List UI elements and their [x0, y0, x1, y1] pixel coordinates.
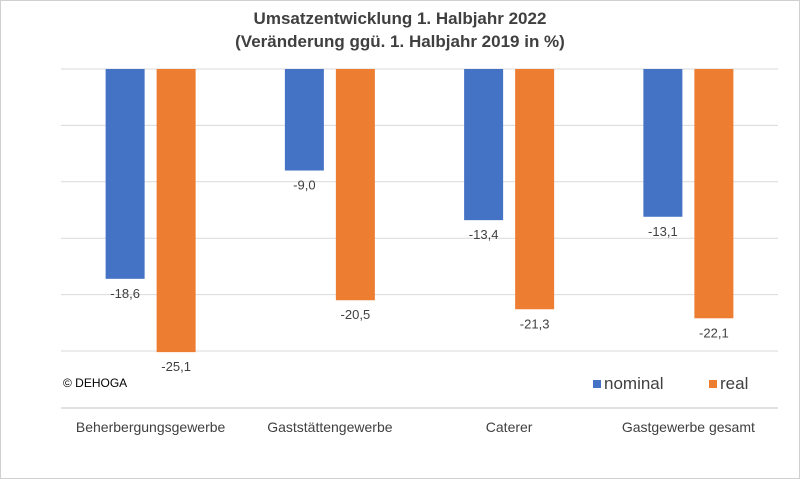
bar-real [335, 69, 375, 301]
data-label-real: -21,3 [520, 316, 550, 331]
category-label: Beherbergungsgewerbe [76, 419, 226, 435]
data-label-nominal: -9,0 [293, 178, 315, 193]
chart-subtitle: (Veränderung ggü. 1. Halbjahr 2019 in %) [235, 32, 565, 51]
legend-real: real [709, 374, 748, 394]
bar-nominal [284, 69, 324, 171]
bar-real [515, 69, 555, 310]
bar-real [156, 69, 196, 353]
data-label-nominal: -13,1 [648, 224, 678, 239]
legend-label-real: real [720, 374, 749, 393]
legend-nominal: nominal [593, 374, 664, 394]
data-label-nominal: -18,6 [110, 286, 140, 301]
data-label-real: -25,1 [161, 359, 191, 374]
category-label: Gaststättengewerbe [267, 419, 393, 435]
category-label: Caterer [486, 419, 533, 435]
bar-nominal [105, 69, 145, 279]
source-label: © DEHOGA [63, 376, 128, 390]
bar-nominal [643, 69, 683, 217]
bar-nominal [464, 69, 504, 221]
legend-swatch-real [709, 380, 717, 388]
category-label: Gastgewerbe gesamt [622, 419, 755, 435]
data-label-nominal: -13,4 [469, 227, 499, 242]
data-label-real: -20,5 [341, 307, 371, 322]
legend-swatch-nominal [593, 380, 601, 388]
legend-label-nominal: nominal [604, 374, 664, 393]
bar-real [694, 69, 734, 319]
data-label-real: -22,1 [699, 325, 729, 340]
chart-title: Umsatzentwicklung 1. Halbjahr 2022 [253, 9, 547, 28]
